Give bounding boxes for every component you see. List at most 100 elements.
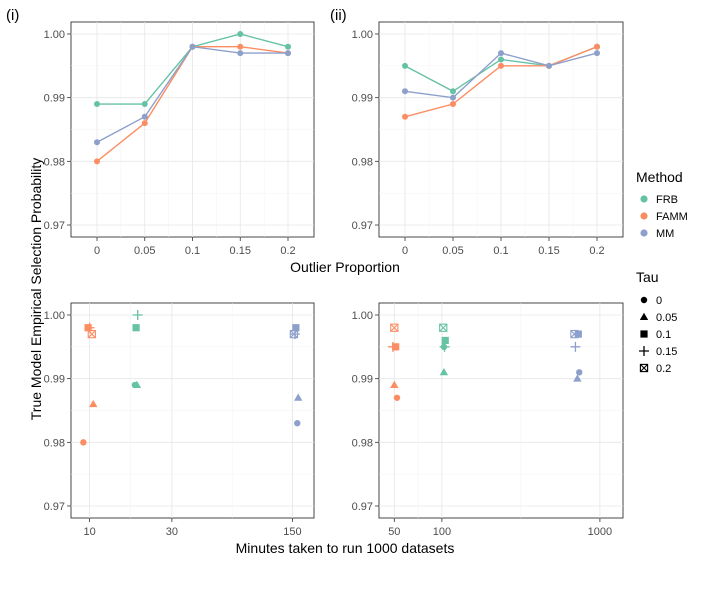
legend-label: 0.15 — [656, 346, 677, 358]
y-tick-label: 0.98 — [352, 437, 373, 449]
data-point-mm-tau-0_15-shape — [570, 341, 581, 352]
data-point-mm-tau-0_05 — [294, 393, 303, 401]
data-point-mm-tau-0_2 — [570, 329, 579, 339]
data-point-famm-tau-0-shape — [80, 439, 87, 446]
data-point-mm-tau-0_2-cross — [289, 330, 298, 339]
legend-label: 0.2 — [656, 363, 671, 375]
data-point-frb-tau-0_2 — [439, 323, 448, 332]
legend-key-tau-0_05 — [639, 312, 649, 320]
y-tick-label: 0.99 — [352, 374, 373, 386]
data-point-mm-tau-0_05 — [573, 374, 582, 382]
data-point-famm — [594, 43, 600, 50]
data-point-mm-tau-0 — [294, 420, 301, 427]
data-point-frb-tau-0_05-shape — [132, 380, 142, 389]
data-point-famm-tau-0_2 — [390, 323, 399, 332]
legend-item-famm: FAMM — [640, 211, 688, 223]
data-point-frb-tau-0_1-shape — [132, 324, 140, 332]
x-tick-label: 0.2 — [280, 245, 295, 257]
data-point-mm — [402, 88, 408, 95]
x-tick-label: 100 — [433, 526, 451, 538]
panel-1: 0.97 0.98 0.99 1.00 0 0.05 0.1 0.15 0.2 — [44, 21, 315, 257]
panel-4: 0.97 0.98 0.99 1.00 50 100 1000 — [352, 302, 624, 538]
y-tick-label: 0.99 — [44, 374, 65, 386]
data-point-mm — [498, 50, 504, 57]
legend: Method FRB FAMM MM Tau 0 0.05 0.1 0.15 0.2 — [636, 169, 688, 375]
data-point-famm-tau-0_15-shape — [84, 322, 95, 333]
legend-key-famm — [640, 212, 648, 220]
data-point-frb — [141, 101, 148, 108]
legend-label: 0.1 — [656, 329, 671, 341]
data-point-famm — [450, 101, 456, 108]
data-point-famm-tau-0_05-shape — [89, 399, 98, 408]
data-point-mm-tau-0_1-shape — [292, 324, 300, 332]
y-tick-label: 0.97 — [44, 220, 65, 232]
scatter-points — [80, 310, 303, 446]
legend-item-mm: MM — [640, 228, 674, 240]
data-point-famm-tau-0_2 — [87, 329, 96, 339]
scatter-points — [387, 323, 583, 401]
data-point-famm — [94, 158, 100, 165]
data-point-frb-tau-0_2-cross — [439, 323, 448, 332]
data-point-mm-tau-0_1 — [292, 324, 300, 332]
legend-item-tau-0_05: 0.05 — [639, 312, 677, 324]
data-point-mm-tau-0_05-shape — [294, 393, 303, 401]
data-point-mm-tau-0 — [576, 369, 583, 376]
y-tick-label: 1.00 — [352, 29, 373, 41]
y-tick-label: 0.97 — [352, 501, 373, 513]
legend-label: FAMM — [656, 211, 688, 223]
data-point-mm — [189, 43, 196, 50]
y-tick-label: 0.97 — [352, 220, 373, 232]
legend-key-frb — [640, 195, 648, 203]
y-tick-label: 0.98 — [44, 156, 65, 168]
data-point-famm-tau-0_05 — [89, 399, 98, 408]
gridlines — [71, 303, 314, 518]
shared-y-axis-title: True Model Empirical Selection Probabili… — [28, 158, 44, 420]
data-point-famm-tau-0-shape — [393, 394, 401, 401]
data-point-frb — [402, 62, 408, 69]
legend-label: MM — [656, 228, 674, 240]
data-point-mm-tau-0-shape — [294, 420, 301, 427]
data-point-mm — [94, 139, 100, 146]
data-point-frb — [285, 43, 291, 50]
data-point-mm-tau-0_05-shape — [573, 374, 582, 382]
data-point-mm — [141, 113, 148, 120]
data-point-frb-tau-0_05 — [132, 380, 142, 389]
data-point-frb-tau-0_15-shape — [439, 341, 450, 352]
data-point-frb — [94, 101, 100, 108]
legend-key-tau-0_1-shape — [640, 330, 648, 338]
data-point-famm-tau-0_15 — [387, 341, 398, 352]
panel-tag-i: (i) — [6, 7, 19, 24]
y-tick-label: 0.97 — [44, 501, 65, 513]
data-point-famm-tau-0_05-shape — [390, 380, 399, 389]
data-point-frb-tau-0_15 — [439, 341, 450, 352]
legend-key-tau-0_15 — [639, 346, 649, 356]
data-point-famm-tau-0 — [80, 439, 87, 446]
legend-key-tau-0_05-shape — [639, 312, 649, 320]
data-point-mm-tau-0_2 — [289, 329, 299, 339]
data-point-frb-tau-0_15-shape — [132, 310, 143, 320]
x-tick-label: 0.1 — [185, 245, 200, 257]
data-point-famm-tau-0_2-box — [390, 323, 399, 332]
legend-key-tau-0_2-cross — [640, 364, 648, 372]
data-point-frb-tau-0_1 — [441, 336, 449, 345]
x-tick-label: 10 — [83, 526, 95, 538]
data-point-mm-tau-0-shape — [576, 369, 583, 376]
data-point-frb-tau-0_1-shape — [441, 336, 449, 345]
legend-label: 0.05 — [656, 312, 677, 324]
panels: 0.970.980.991.000 0.05 0.1 0.15 0.20.970.980… — [44, 21, 624, 538]
x-tick-label: 30 — [166, 526, 178, 538]
y-tick-label: 0.99 — [352, 93, 373, 105]
legend-item-frb: FRB — [640, 194, 678, 206]
data-point-mm-tau-0_2-cross — [570, 330, 579, 339]
legend-key-mm — [640, 229, 648, 237]
x-tick-label: 0.15 — [538, 245, 559, 257]
data-point-frb-tau-0_05 — [439, 368, 449, 376]
data-point-famm-tau-0_05 — [390, 380, 399, 389]
data-point-famm-tau-0_2-box — [87, 329, 96, 339]
data-point-famm-tau-0_15 — [84, 322, 95, 333]
y-tick-label: 0.98 — [44, 437, 65, 449]
data-point-famm — [402, 113, 408, 120]
data-point-frb-tau-0_15 — [132, 310, 143, 320]
legend-label: 0 — [656, 295, 662, 307]
